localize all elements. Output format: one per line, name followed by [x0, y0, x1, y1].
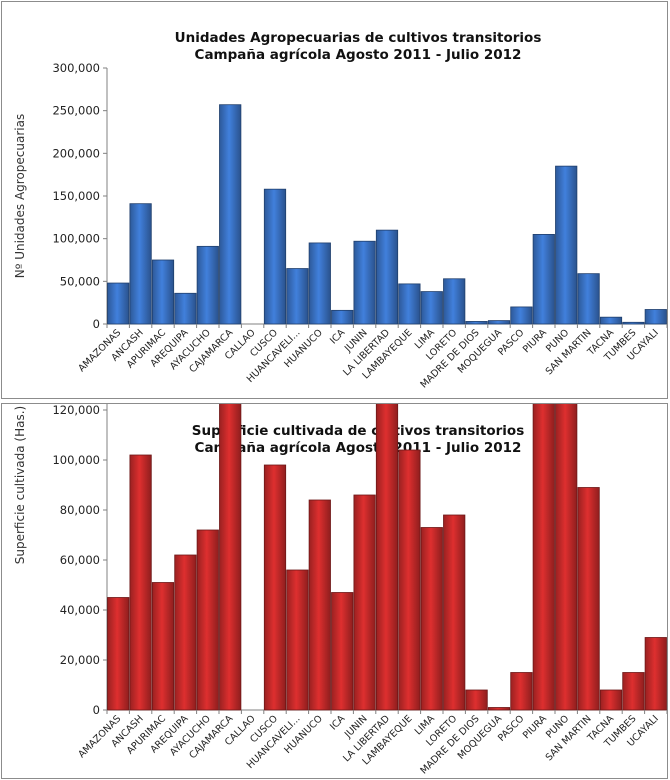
chart1-bar-tumbes	[622, 672, 645, 711]
chart0-bar-la-libertad	[375, 229, 399, 325]
chart0-bar-arequipa	[174, 292, 197, 325]
chart0-bar-puno	[555, 165, 578, 325]
chart1-bar-san-martin	[577, 487, 600, 711]
chart0-bar-ayacucho	[196, 245, 219, 325]
chart0-bar-pasco	[510, 306, 533, 325]
chart1-y-tick-label: 100,000	[52, 453, 100, 467]
chart1-bar-loreto	[443, 514, 466, 711]
chart0-category-label: PASCO	[496, 327, 527, 358]
chart0-y-axis-label: Nº Unidades Agropecuarias	[13, 114, 27, 278]
chart1-y-axis-label: Superficie cultivada (Has.)	[13, 406, 27, 564]
chart0-y-tick-label: 50,000	[60, 274, 100, 288]
chart0-bar-san-martin	[577, 273, 600, 325]
chart0-bar-junin	[353, 240, 376, 325]
chart1-bar-puno	[555, 404, 578, 711]
chart1-bar-lima	[420, 527, 443, 711]
chart0-bar-cajamarca	[219, 104, 242, 325]
chart0-bar-lima	[420, 291, 443, 325]
chart1-bar-tacna	[599, 689, 623, 711]
chart1-bar-huancaveli	[286, 569, 309, 711]
chart1-bar-madre-de-dios	[465, 689, 488, 711]
chart1-bar-junin	[353, 494, 376, 711]
chart0-bar-ancash	[129, 203, 152, 325]
chart1-category-label: PASCO	[496, 713, 527, 744]
chart0-title-line-1: Unidades Agropecuarias de cultivos trans…	[175, 30, 542, 46]
chart1-title-line-1: Superficie cultivada de cultivos transit…	[192, 423, 524, 439]
chart1-bar-cusco	[263, 464, 287, 711]
chart0-bar-apurimac	[151, 259, 175, 325]
chart1-bar-ica	[331, 592, 354, 711]
chart1-y-tick-label: 60,000	[60, 553, 100, 567]
chart1-bar-ayacucho	[196, 529, 219, 711]
chart1-y-tick-label: 20,000	[60, 653, 100, 667]
chart1-bar-amazonas	[107, 597, 130, 711]
chart0-bar-moquegua	[487, 320, 511, 325]
chart0-y-tick-label: 150,000	[52, 189, 100, 203]
chart1-bar-cajamarca	[219, 404, 242, 711]
units-bar-chart: Unidades Agropecuarias de cultivos trans…	[13, 30, 667, 391]
chart0-title-line-2: Campaña agrícola Agosto 2011 - Julio 201…	[195, 47, 522, 63]
chart0-y-tick-label: 0	[93, 317, 100, 331]
chart1-bar-ucayali	[644, 637, 667, 711]
chart0-bar-cusco	[263, 188, 287, 325]
chart0-bar-tacna	[599, 316, 623, 325]
chart1-bar-pasco	[510, 672, 533, 711]
chart0-bar-huanuco	[308, 242, 331, 325]
chart-panel-units: Unidades Agropecuarias de cultivos trans…	[1, 1, 668, 399]
chart1-bar-piura	[532, 404, 555, 711]
chart1-y-tick-label: 0	[93, 703, 100, 717]
chart0-category-label: PIURA	[521, 327, 549, 355]
area-bar-chart: Superficie cultivada de cultivos transit…	[13, 404, 667, 777]
chart1-y-tick-label: 80,000	[60, 503, 100, 517]
chart0-bar-ica	[331, 309, 354, 325]
chart1-bar-apurimac	[151, 582, 175, 711]
chart0-y-tick-label: 250,000	[52, 104, 100, 118]
chart0-y-tick-label: 100,000	[52, 232, 100, 246]
chart1-bar-ancash	[129, 454, 152, 711]
chart1-y-tick-label: 120,000	[52, 404, 100, 417]
chart1-bar-moquegua	[487, 707, 511, 711]
chart1-y-tick-label: 40,000	[60, 603, 100, 617]
chart0-bar-amazonas	[107, 282, 130, 325]
chart0-bar-huancaveli	[286, 268, 309, 325]
chart0-bar-lambayeque	[398, 283, 421, 325]
chart1-bar-la-libertad	[375, 404, 399, 711]
chart0-bar-ucayali	[644, 309, 667, 325]
chart1-bar-lambayeque	[398, 449, 421, 711]
chart0-bar-piura	[532, 233, 555, 325]
chart1-title-line-2: Campaña agrícola Agosto 2011 - Julio 201…	[195, 440, 522, 456]
chart1-category-label: PIURA	[521, 713, 549, 741]
chart1-bar-arequipa	[174, 554, 197, 711]
chart1-bar-huanuco	[308, 499, 331, 711]
chart0-bar-madre-de-dios	[465, 321, 488, 325]
chart0-bar-tumbes	[622, 321, 645, 325]
chart0-bar-loreto	[443, 278, 466, 325]
chart0-y-tick-label: 300,000	[52, 61, 100, 75]
chart-panel-area: Superficie cultivada de cultivos transit…	[1, 403, 668, 779]
chart0-y-tick-label: 200,000	[52, 146, 100, 160]
